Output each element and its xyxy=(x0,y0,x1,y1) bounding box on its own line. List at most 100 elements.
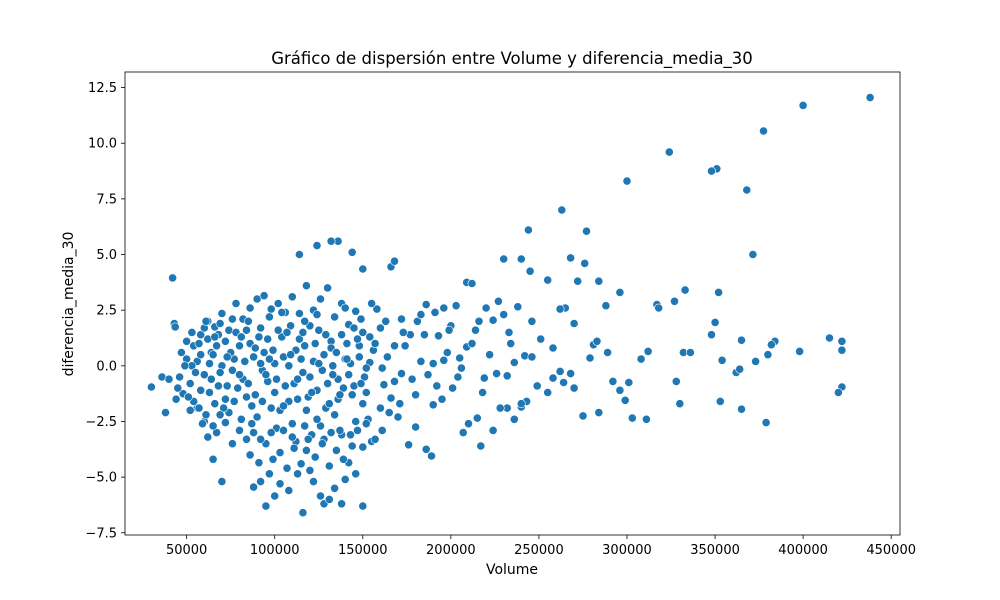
scatter-point xyxy=(203,432,213,442)
scatter-point xyxy=(270,388,280,397)
scatter-point xyxy=(421,444,431,454)
scatter-point xyxy=(256,359,265,368)
scatter-point xyxy=(305,372,315,382)
scatter-point xyxy=(372,304,382,314)
scatter-point xyxy=(798,101,808,110)
scatter-point xyxy=(164,374,174,384)
scatter-point xyxy=(592,336,602,346)
scatter-point xyxy=(206,374,216,384)
scatter-point xyxy=(458,428,468,437)
scatter-point xyxy=(479,373,489,383)
scatter-point xyxy=(252,412,262,422)
scatter-point xyxy=(173,383,183,393)
scatter-point xyxy=(351,417,361,426)
scatter-point xyxy=(513,302,523,312)
scatter-point xyxy=(381,316,391,326)
scatter-point xyxy=(227,439,237,449)
scatter-point xyxy=(298,508,308,518)
scatter-point xyxy=(737,335,746,345)
scatter-point xyxy=(543,388,553,397)
scatter-point xyxy=(293,469,302,479)
scatter-point xyxy=(236,332,246,342)
y-tick-label: 5.0 xyxy=(96,248,117,263)
scatter-point xyxy=(233,383,243,393)
scatter-point xyxy=(310,452,320,462)
scatter-point xyxy=(386,393,396,403)
scatter-point xyxy=(742,185,752,195)
scatter-point xyxy=(298,368,308,377)
scatter-point xyxy=(594,276,604,286)
scatter-point xyxy=(263,334,273,344)
scatter-point xyxy=(331,445,341,455)
scatter-point xyxy=(404,440,413,450)
scatter-point xyxy=(312,310,322,319)
scatter-point xyxy=(467,339,477,348)
scatter-point xyxy=(175,372,184,382)
scatter-point xyxy=(340,474,350,484)
scatter-point xyxy=(377,425,387,435)
scatter-point xyxy=(351,469,361,479)
scatter-point xyxy=(196,330,206,340)
scatter-point xyxy=(161,408,170,417)
scatter-point xyxy=(249,352,258,362)
scatter-point xyxy=(286,350,295,360)
plot-frame xyxy=(124,71,901,536)
scatter-point xyxy=(266,428,276,437)
scatter-point xyxy=(370,434,380,444)
scatter-point xyxy=(627,413,637,423)
scatter-point xyxy=(601,301,611,311)
scatter-point xyxy=(346,430,355,440)
scatter-point xyxy=(300,421,310,431)
scatter-point xyxy=(834,388,843,397)
y-axis: −7.5 −5.0 −2.5 0.0 2.5 5.0 7.5 10.0 12.5 xyxy=(85,81,125,541)
scatter-point xyxy=(664,147,674,157)
scatter-point xyxy=(347,441,357,451)
scatter-point xyxy=(296,459,306,469)
scatter-point xyxy=(527,316,537,326)
scatter-point xyxy=(307,388,317,397)
scatter-point xyxy=(275,448,285,457)
scatter-point xyxy=(247,401,257,411)
scatter-point xyxy=(217,477,227,486)
scatter-point xyxy=(472,413,482,423)
scatter-point xyxy=(442,348,452,357)
scatter-point xyxy=(390,256,399,266)
scatter-point xyxy=(825,333,834,343)
scatter-point xyxy=(548,343,558,353)
scatter-point xyxy=(499,310,509,319)
scatter-point xyxy=(467,279,477,288)
scatter-point xyxy=(453,372,463,382)
scatter-point xyxy=(680,285,690,295)
scatter-point xyxy=(236,414,246,424)
y-tick-label: 10.0 xyxy=(88,137,117,152)
scatter-point xyxy=(264,469,274,479)
chart-title: Gráfico de dispersión entre Volume y dif… xyxy=(271,49,753,69)
scatter-point xyxy=(328,361,338,371)
scatter-point xyxy=(411,422,420,432)
scatter-point xyxy=(261,370,271,380)
scatter-point xyxy=(250,390,260,400)
scatter-point xyxy=(358,501,368,511)
scatter-point xyxy=(208,454,218,464)
scatter-point xyxy=(407,374,417,384)
scatter-point xyxy=(264,354,274,364)
scatter-point xyxy=(471,325,480,335)
scatter-point xyxy=(707,166,716,176)
scatter-point xyxy=(432,381,442,391)
scatter-point xyxy=(390,376,399,386)
scatter-point xyxy=(428,400,438,410)
scatter-point xyxy=(312,414,322,424)
scatter-point xyxy=(294,250,304,259)
scatter-point xyxy=(527,352,537,362)
y-tick-label: 2.5 xyxy=(96,304,117,319)
scatter-point xyxy=(608,376,618,386)
scatter-point xyxy=(397,369,406,378)
scatter-point xyxy=(296,354,306,364)
scatter-point xyxy=(559,378,568,387)
scatter-point xyxy=(481,303,491,313)
scatter-point xyxy=(201,316,211,326)
scatter-point xyxy=(170,322,180,332)
scatter-point xyxy=(451,301,461,311)
scatter-point xyxy=(427,451,436,461)
scatter-point xyxy=(210,399,220,409)
